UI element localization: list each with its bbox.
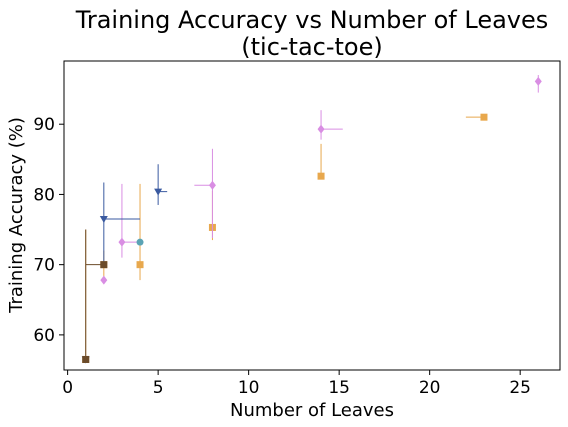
y-tick-label: 80 (33, 185, 55, 205)
series-2 (81, 164, 168, 364)
data-point (136, 238, 144, 246)
x-tick-label: 15 (328, 378, 350, 398)
data-point (480, 113, 488, 121)
chart-title: Training Accuracy vs Number of Leaves (75, 6, 549, 34)
series-1 (100, 75, 542, 285)
series-4 (82, 229, 108, 363)
x-tick-label: 5 (153, 378, 164, 398)
x-tick-label: 25 (509, 378, 531, 398)
data-marks (81, 75, 542, 364)
y-tick-label: 70 (33, 256, 55, 276)
x-tick-label: 20 (419, 378, 441, 398)
y-tick-label: 60 (33, 326, 55, 346)
x-tick-label: 10 (238, 378, 260, 398)
data-point (100, 261, 108, 269)
data-point (136, 261, 144, 269)
data-point (534, 76, 542, 86)
data-point (317, 124, 325, 134)
y-axis-label: Training Accuracy (%) (6, 117, 27, 314)
chart-subtitle: (tic-tac-toe) (241, 33, 383, 61)
data-point (99, 216, 108, 224)
data-point (317, 172, 325, 180)
x-axis-ticks: 0 5 10 15 20 25 (62, 370, 531, 398)
data-point (208, 180, 216, 190)
y-tick-label: 90 (33, 115, 55, 135)
data-point (100, 275, 108, 285)
series-0 (82, 113, 488, 363)
data-point (154, 188, 163, 196)
data-point (118, 237, 126, 247)
data-point (82, 355, 90, 363)
x-axis-label: Number of Leaves (230, 400, 394, 421)
plot-area (63, 60, 561, 371)
series-3 (136, 238, 144, 246)
x-tick-label: 0 (62, 378, 73, 398)
y-axis-ticks: 60 70 80 90 (33, 115, 64, 346)
